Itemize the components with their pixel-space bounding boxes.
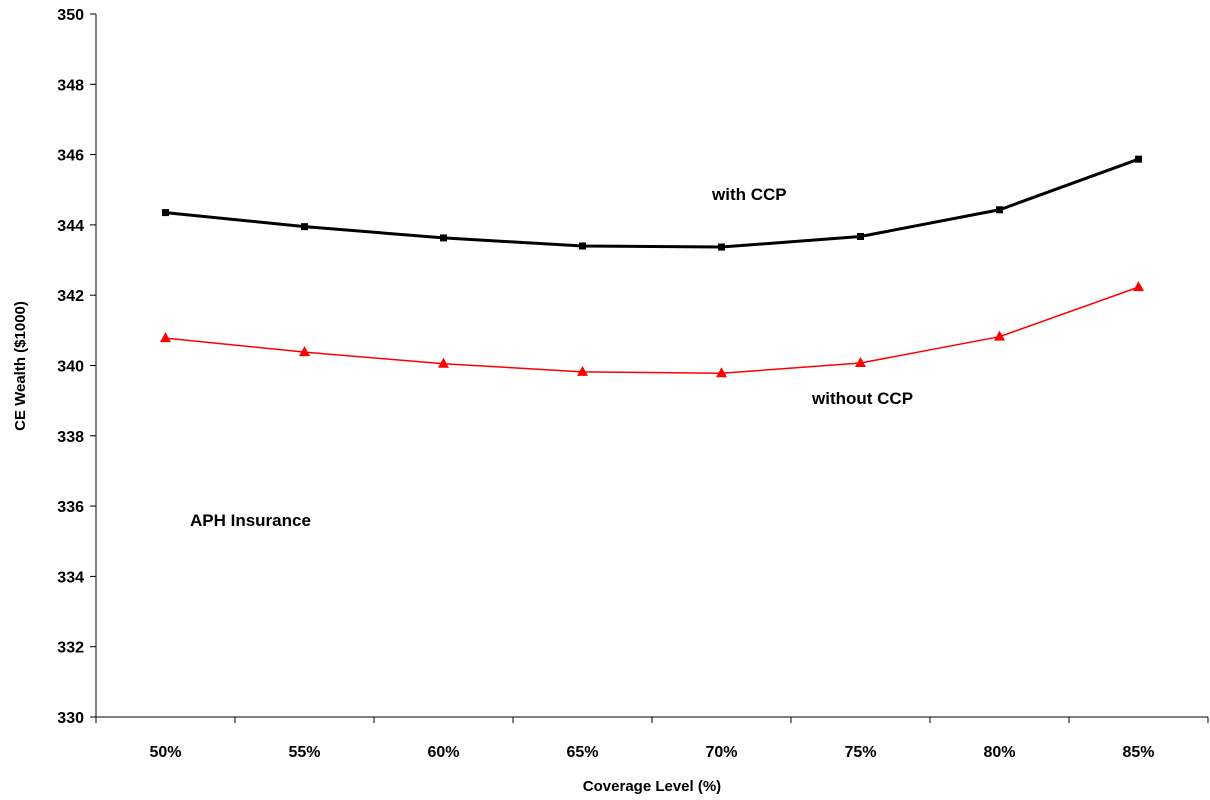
series-layer [160, 155, 1144, 378]
axes [95, 14, 1208, 718]
x-tick-label: 50% [149, 744, 181, 761]
aph-insurance-label: APH Insurance [190, 511, 311, 530]
with-ccp-label: with CCP [711, 185, 787, 204]
data-point [716, 367, 727, 378]
x-tick-label: 75% [844, 744, 876, 761]
y-tick-label: 330 [57, 710, 84, 727]
data-point [299, 346, 310, 357]
x-tick-label: 65% [566, 744, 598, 761]
data-point [160, 332, 171, 343]
data-point [996, 206, 1003, 214]
series-2 [160, 281, 1144, 378]
data-point [857, 232, 864, 240]
y-ticks: 330 332 334 336 338 340 342 344 346 348 350 [57, 7, 96, 727]
series-line [165, 157, 1140, 249]
series-1 [162, 155, 1142, 251]
y-tick-label: 340 [57, 359, 84, 376]
data-point [994, 330, 1005, 341]
data-point [579, 242, 586, 250]
y-tick-label: 332 [57, 640, 84, 657]
y-tick-label: 350 [57, 7, 84, 24]
y-tick-label: 346 [57, 148, 84, 165]
x-axis-title: Coverage Level (%) [583, 778, 721, 795]
y-tick-label: 336 [57, 499, 84, 516]
y-tick-label: 338 [57, 429, 84, 446]
data-point [301, 223, 308, 231]
data-point [162, 209, 169, 217]
y-tick-label: 344 [57, 218, 84, 235]
without-ccp-label: without CCP [811, 389, 913, 408]
x-tick-label: 70% [705, 744, 737, 761]
y-tick-label: 342 [57, 288, 84, 305]
series-line [165, 286, 1139, 374]
x-tick-label: 60% [427, 744, 459, 761]
data-point [577, 365, 588, 376]
data-point [1135, 155, 1142, 163]
data-point [718, 243, 725, 251]
y-tick-label: 348 [57, 77, 84, 94]
data-point [438, 357, 449, 368]
x-tick-label: 85% [1122, 744, 1154, 761]
data-point [855, 357, 866, 368]
x-tick-label: 55% [288, 744, 320, 761]
data-point [1133, 281, 1144, 292]
y-axis-title: CE Wealth ($1000) [12, 301, 29, 431]
data-point [440, 234, 447, 242]
x-tick-label: 80% [983, 744, 1015, 761]
y-tick-label: 334 [57, 569, 84, 586]
x-ticks: 50% 55% 60% 65% 70% 75% 80% 85% [95, 717, 1209, 761]
